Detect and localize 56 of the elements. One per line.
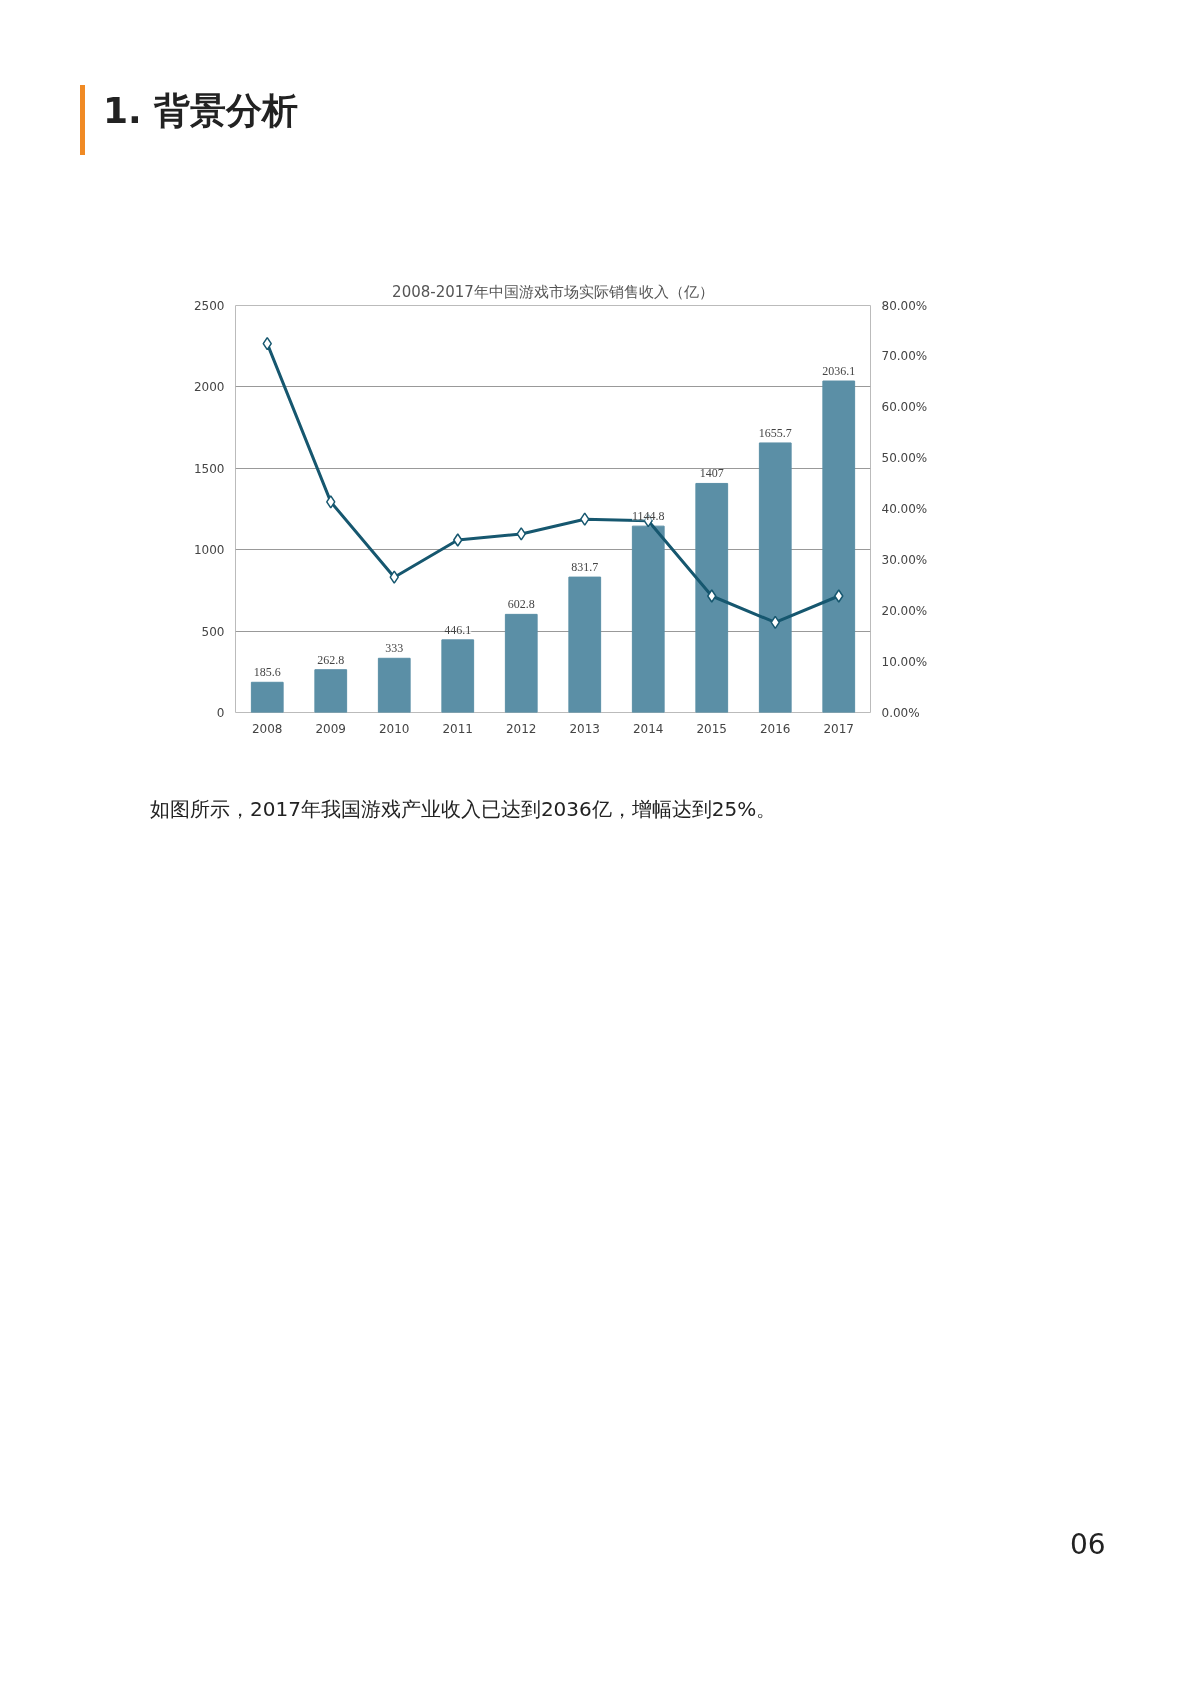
data-label: 831.7 xyxy=(571,560,599,575)
y-tick-label: 1500 xyxy=(193,461,225,476)
y2-tick-label: 0.00% xyxy=(881,705,920,720)
text: 06 xyxy=(1070,1527,1106,1563)
bar xyxy=(695,482,729,713)
bar xyxy=(631,525,665,713)
point xyxy=(389,570,399,584)
x-tick-label: 2014 xyxy=(632,721,664,736)
y-tick-label: 500 xyxy=(201,624,225,639)
y2-tick-label: 60.00% xyxy=(881,400,928,415)
y2-tick-label: 20.00% xyxy=(881,603,928,618)
bar xyxy=(504,613,538,713)
bar xyxy=(568,576,602,713)
point xyxy=(834,589,844,603)
y2-tick-label: 80.00% xyxy=(881,298,928,313)
data-label: 2036.1 xyxy=(822,364,856,379)
bar xyxy=(441,639,475,713)
data-label: 446.1 xyxy=(444,622,472,637)
x-tick-label: 2012 xyxy=(505,721,537,736)
x-tick-label: 2008 xyxy=(251,721,283,736)
data-label: 1407 xyxy=(699,466,724,481)
text: 如图所示，2017年我国游戏产业收入已达到2036亿，增幅达到25%。 xyxy=(150,796,777,823)
point xyxy=(707,589,717,603)
y-tick-label: 2000 xyxy=(193,380,225,395)
x-tick-label: 2009 xyxy=(315,721,347,736)
y2-tick-label: 40.00% xyxy=(881,502,928,516)
bar xyxy=(250,681,284,713)
chart-title: 2008-2017年中国游戏市场实际销售收入（亿） xyxy=(392,282,714,301)
point xyxy=(516,527,526,541)
x-tick-label: 2010 xyxy=(378,721,410,736)
data-label: 602.8 xyxy=(507,597,535,612)
x-tick-label: 2016 xyxy=(759,721,791,736)
data-label: 333 xyxy=(385,641,404,656)
bar xyxy=(758,442,792,713)
bar xyxy=(377,657,411,713)
y2-tick-label: 70.00% xyxy=(881,349,928,364)
data-label: 262.8 xyxy=(317,652,345,667)
data-label: 1655.7 xyxy=(758,425,792,440)
text: 1. 背景分析 xyxy=(103,89,299,133)
y-tick-label: 0 xyxy=(216,706,225,720)
bar xyxy=(314,669,348,713)
x-tick-label: 2011 xyxy=(442,721,474,736)
x-tick-label: 2017 xyxy=(823,721,855,736)
point xyxy=(453,533,463,547)
y2-tick-label: 10.00% xyxy=(881,654,928,669)
y2-tick-label: 30.00% xyxy=(881,552,928,567)
point xyxy=(326,495,336,509)
x-tick-label: 2015 xyxy=(696,721,728,736)
bar xyxy=(822,380,856,713)
x-tick-label: 2013 xyxy=(569,721,601,736)
y-tick-label: 2500 xyxy=(193,299,225,313)
data-label: 185.6 xyxy=(253,665,281,680)
point xyxy=(580,512,590,526)
data-label: 1144.8 xyxy=(631,509,665,524)
y-tick-label: 1000 xyxy=(193,543,225,558)
y2-tick-label: 50.00% xyxy=(881,451,928,466)
